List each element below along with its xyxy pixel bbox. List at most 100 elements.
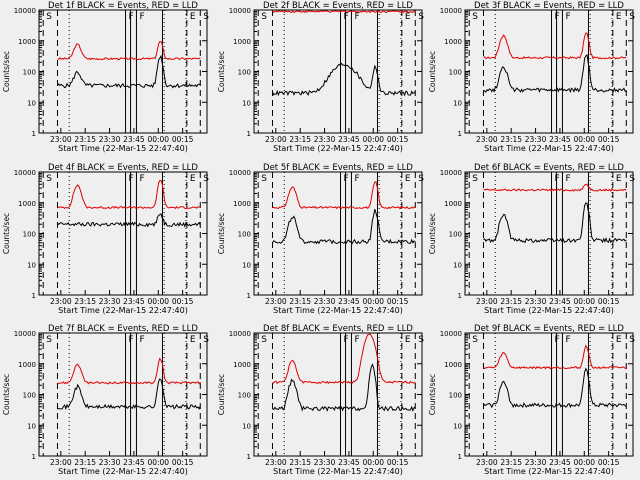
x-axis-label: Start Time (22-Mar-15 22:47:40) (58, 306, 188, 315)
x-tick-label: 23:30 (314, 135, 336, 144)
panel-title: Det 9f BLACK = Events, RED = LLD (474, 324, 624, 334)
marker-letter: S (418, 12, 424, 22)
series-events-line (483, 202, 627, 244)
panel-title: Det 2f BLACK = Events, RED = LLD (263, 1, 413, 11)
y-tick-label: 1000 (18, 361, 36, 369)
y-axis-label: Counts/sec (428, 51, 437, 92)
x-tick-label: 00:15 (387, 297, 409, 306)
series-events-line (272, 62, 416, 97)
y-tick-label: 10000 (229, 169, 251, 177)
marker-letter: F (139, 12, 144, 22)
x-tick-label: 23:45 (123, 135, 145, 144)
y-tick-label: 10 (242, 99, 251, 107)
x-tick-label: 23:30 (99, 458, 121, 467)
marker-letter: E (405, 335, 411, 345)
x-tick-label: 00:00 (362, 135, 384, 144)
y-tick-label: 100 (449, 392, 462, 400)
detector-panel-1: Det 1f BLACK = Events, RED = LLD 1 10 100 10… (2, 1, 209, 153)
y-tick-label: 100 (238, 231, 251, 239)
y-tick-label: 100 (23, 69, 36, 77)
y-tick-label: 1 (247, 453, 251, 461)
y-axis-label: Counts/sec (217, 213, 226, 254)
series-events-line (57, 213, 201, 228)
y-tick-label: 1 (32, 453, 36, 461)
plot-frame (38, 332, 208, 457)
y-tick-label: 10000 (14, 330, 36, 338)
y-tick-label: 1 (247, 130, 251, 138)
marker-letter: S (629, 335, 635, 345)
marker-letter: F (344, 335, 349, 345)
y-tick-label: 1 (247, 292, 251, 300)
marker-letter: F (344, 174, 349, 184)
y-tick-label: 1000 (233, 200, 251, 208)
plot-frame (253, 332, 423, 457)
x-tick-label: 00:00 (573, 458, 595, 467)
x-tick-label: 23:00 (265, 297, 287, 306)
series-events-line (272, 363, 416, 413)
y-axis-label: Counts/sec (2, 374, 11, 415)
x-tick-label: 23:00 (265, 135, 287, 144)
x-tick-label: 23:00 (476, 458, 498, 467)
plot-frame (253, 171, 423, 296)
x-axis-label: Start Time (22-Mar-15 22:47:40) (58, 467, 188, 476)
y-tick-label: 1 (458, 292, 462, 300)
x-tick-label: 23:15 (74, 458, 96, 467)
panel-title: Det 6f BLACK = Events, RED = LLD (474, 163, 624, 173)
y-tick-label: 10000 (440, 7, 462, 15)
x-tick-label: 23:00 (476, 297, 498, 306)
series-lld-line (57, 41, 201, 61)
marker-letter: F (555, 12, 560, 22)
panel-title: Det 8f BLACK = Events, RED = LLD (263, 324, 413, 334)
detector-panel-7: Det 7f BLACK = Events, RED = LLD 1 10 100 10… (2, 324, 209, 476)
marker-letter: S (629, 174, 635, 184)
series-lld-line (483, 32, 627, 60)
panel-title: Det 7f BLACK = Events, RED = LLD (48, 324, 198, 334)
x-tick-label: 23:45 (123, 297, 145, 306)
detector-panel-9: Det 9f BLACK = Events, RED = LLD 1 10 100 10… (428, 324, 635, 476)
marker-letter: E (405, 174, 411, 184)
x-tick-label: 23:00 (50, 135, 72, 144)
x-tick-label: 23:45 (338, 458, 360, 467)
series-lld-line (272, 333, 416, 385)
y-tick-label: 1 (458, 453, 462, 461)
x-tick-label: 00:00 (147, 458, 169, 467)
series-events-line (57, 54, 201, 89)
x-tick-label: 00:00 (147, 297, 169, 306)
y-axis-label: Counts/sec (217, 51, 226, 92)
y-tick-label: 10 (27, 261, 36, 269)
y-tick-label: 10000 (229, 330, 251, 338)
marker-letter: F (354, 174, 359, 184)
y-tick-label: 10 (27, 422, 36, 430)
y-axis-label: Counts/sec (428, 374, 437, 415)
x-tick-label: 23:15 (74, 297, 96, 306)
panel-title: Det 3f BLACK = Events, RED = LLD (474, 1, 624, 11)
y-tick-label: 1000 (444, 200, 462, 208)
x-tick-label: 00:15 (598, 297, 620, 306)
x-tick-label: 00:15 (387, 458, 409, 467)
x-tick-label: 00:00 (362, 297, 384, 306)
x-tick-label: 23:30 (99, 135, 121, 144)
x-tick-label: 00:15 (172, 135, 194, 144)
y-axis-label: Counts/sec (217, 374, 226, 415)
marker-letter: S (261, 12, 267, 22)
x-tick-label: 00:15 (172, 297, 194, 306)
y-tick-label: 10 (453, 422, 462, 430)
y-tick-label: 1000 (444, 361, 462, 369)
detector-panel-3: Det 3f BLACK = Events, RED = LLD 1 10 100 10… (428, 1, 635, 153)
marker-letter: F (565, 335, 570, 345)
x-axis-label: Start Time (22-Mar-15 22:47:40) (273, 467, 403, 476)
marker-letter: E (190, 12, 196, 22)
series-events-line (57, 378, 201, 411)
plot-frame (38, 9, 208, 134)
panel-title: Det 4f BLACK = Events, RED = LLD (48, 163, 198, 173)
x-axis-label: Start Time (22-Mar-15 22:47:40) (484, 144, 614, 153)
y-tick-label: 10 (453, 99, 462, 107)
x-tick-label: 00:00 (573, 297, 595, 306)
x-tick-label: 23:15 (500, 135, 522, 144)
y-tick-label: 10000 (229, 7, 251, 15)
detector-panel-6: Det 6f BLACK = Events, RED = LLD 1 10 100 10… (428, 163, 635, 315)
y-tick-label: 10000 (440, 330, 462, 338)
marker-letter: E (190, 335, 196, 345)
y-tick-label: 100 (238, 69, 251, 77)
